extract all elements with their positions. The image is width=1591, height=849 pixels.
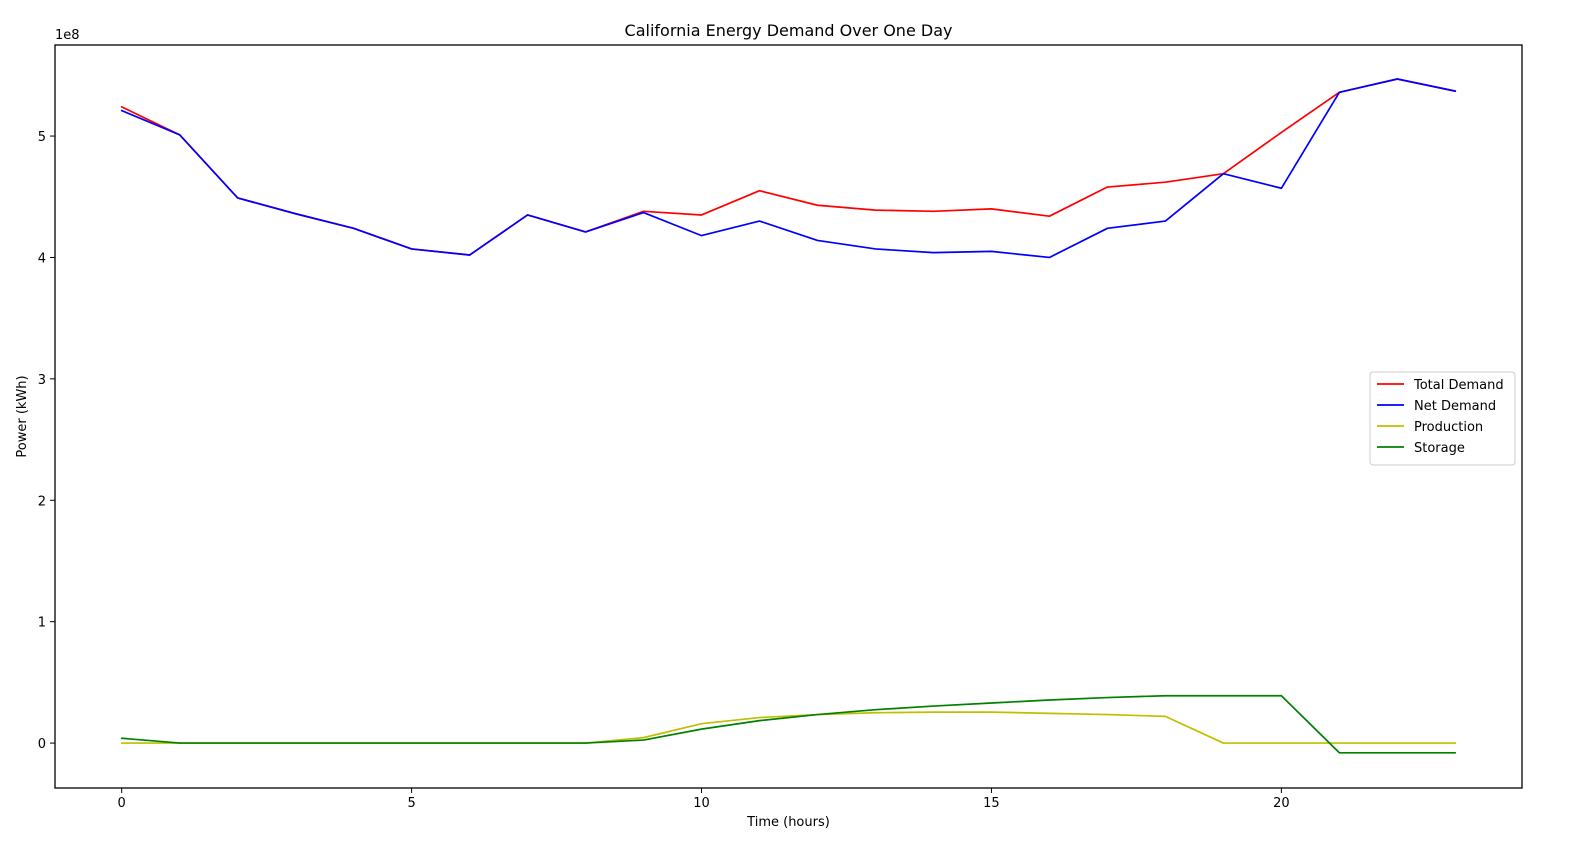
- legend-label-storage: Storage: [1414, 441, 1465, 456]
- x-tick-label: 20: [1273, 796, 1290, 811]
- y-tick-label: 0: [38, 737, 46, 752]
- y-tick-label: 4: [38, 251, 46, 266]
- legend-items: Total Demand Net Demand Production Storage: [1377, 378, 1504, 456]
- x-tick-label: 5: [407, 796, 415, 811]
- y-axis: 0 1 2 3 4 5: [38, 130, 55, 752]
- series-line-net-demand: [120, 78, 1457, 259]
- y-tick-label: 5: [38, 130, 46, 145]
- y-axis-offset-label: 1e8: [55, 28, 80, 43]
- legend: Total Demand Net Demand Production Storage: [1369, 371, 1516, 466]
- y-tick-label: 3: [38, 373, 46, 388]
- series-layer: [120, 78, 1457, 754]
- y-tick-label: 1: [38, 616, 46, 631]
- x-tick-label: 0: [118, 796, 126, 811]
- chart-title: California Energy Demand Over One Day: [625, 21, 953, 40]
- legend-box: [1369, 371, 1516, 466]
- x-tick-label: 10: [693, 796, 710, 811]
- series-line-total-demand: [120, 78, 1457, 256]
- plot-frame: [54, 44, 1523, 789]
- y-tick-label: 2: [38, 494, 46, 509]
- x-axis-title: Time (hours): [746, 815, 830, 830]
- legend-label-production: Production: [1414, 420, 1483, 435]
- y-axis-title: Power (kWh): [15, 375, 30, 457]
- legend-label-total-demand: Total Demand: [1413, 378, 1504, 393]
- legend-label-net-demand: Net Demand: [1414, 399, 1496, 414]
- x-axis: 0 5 10 15 20: [118, 788, 1290, 811]
- x-tick-label: 15: [983, 796, 1000, 811]
- series-line-storage: [120, 694, 1457, 754]
